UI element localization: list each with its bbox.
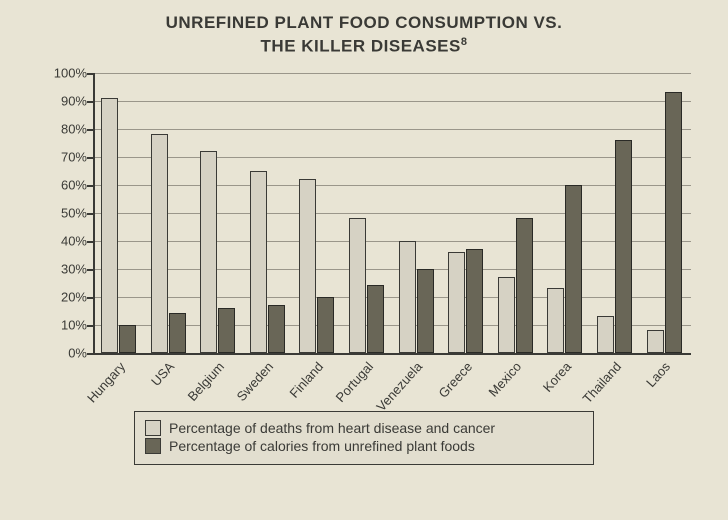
x-tick-label: Mexico [486, 359, 525, 400]
bar-deaths [349, 218, 366, 352]
bars-layer [95, 73, 691, 353]
bar-calories [218, 308, 235, 353]
x-tick-label: Korea [540, 359, 574, 395]
x-tick-label: Sweden [234, 359, 277, 404]
y-tick [87, 101, 93, 103]
y-tick [87, 213, 93, 215]
x-tick-label: Finland [286, 359, 326, 401]
legend-label: Percentage of deaths from heart disease … [169, 420, 495, 436]
bar-calories [665, 92, 682, 352]
bar-deaths [299, 179, 316, 353]
y-tick [87, 185, 93, 187]
x-tick-label: Hungary [84, 359, 128, 406]
bar-deaths [101, 98, 118, 353]
y-tick-label: 70% [35, 149, 87, 164]
legend-swatch-light [145, 420, 161, 436]
bar-calories [317, 297, 334, 353]
x-tick-label: Thailand [579, 359, 624, 406]
y-tick [87, 325, 93, 327]
bar-deaths [250, 171, 267, 353]
y-tick [87, 269, 93, 271]
title-line-2-text: THE KILLER DISEASES [261, 37, 461, 56]
y-tick [87, 73, 93, 75]
y-tick-label: 0% [35, 345, 87, 360]
legend-item: Percentage of calories from unrefined pl… [145, 438, 583, 454]
chart-title: UNREFINED PLANT FOOD CONSUMPTION VS. THE… [20, 12, 708, 59]
y-tick-label: 10% [35, 317, 87, 332]
bar-calories [516, 218, 533, 352]
y-tick [87, 157, 93, 159]
y-tick-label: 80% [35, 121, 87, 136]
x-tick-label: Belgium [184, 359, 227, 404]
bar-calories [367, 285, 384, 352]
title-superscript: 8 [461, 36, 468, 48]
legend: Percentage of deaths from heart disease … [134, 411, 594, 465]
bar-deaths [498, 277, 515, 353]
bar-deaths [399, 241, 416, 353]
x-tick-label: Venezuela [373, 359, 425, 414]
y-tick-label: 100% [35, 65, 87, 80]
x-tick-label: Greece [435, 359, 475, 401]
bar-calories [466, 249, 483, 353]
y-tick [87, 297, 93, 299]
bar-deaths [448, 252, 465, 353]
bar-calories [119, 325, 136, 353]
y-tick-label: 30% [35, 261, 87, 276]
legend-label: Percentage of calories from unrefined pl… [169, 438, 475, 454]
bar-deaths [151, 134, 168, 352]
bar-calories [268, 305, 285, 353]
y-tick [87, 129, 93, 131]
bar-deaths [597, 316, 614, 352]
y-tick-label: 90% [35, 93, 87, 108]
bar-deaths [200, 151, 217, 353]
y-tick-label: 60% [35, 177, 87, 192]
x-tick-label: USA [148, 359, 177, 389]
bar-deaths [547, 288, 564, 352]
bar-calories [417, 269, 434, 353]
y-tick-label: 50% [35, 205, 87, 220]
x-tick-label: Laos [643, 359, 673, 390]
plot-area [93, 73, 691, 355]
legend-swatch-dark [145, 438, 161, 454]
y-tick [87, 353, 93, 355]
legend-item: Percentage of deaths from heart disease … [145, 420, 583, 436]
title-line-2: THE KILLER DISEASES8 [20, 35, 708, 59]
title-line-1: UNREFINED PLANT FOOD CONSUMPTION VS. [20, 12, 708, 35]
x-tick-label: Portugal [332, 359, 376, 405]
page: UNREFINED PLANT FOOD CONSUMPTION VS. THE… [0, 0, 728, 520]
y-tick [87, 241, 93, 243]
bar-deaths [647, 330, 664, 352]
bar-calories [565, 185, 582, 353]
y-tick-label: 20% [35, 289, 87, 304]
y-tick-label: 40% [35, 233, 87, 248]
chart: 100% 90% 80% 70% 60% 50% 40% 30% 20% 10%… [29, 67, 699, 407]
bar-calories [615, 140, 632, 353]
bar-calories [169, 313, 186, 352]
